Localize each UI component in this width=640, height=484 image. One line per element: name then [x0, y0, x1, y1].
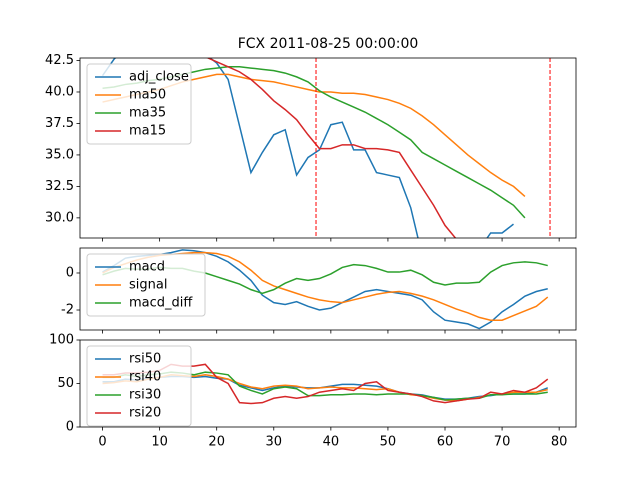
- line-series: [206, 58, 457, 238]
- legend-label: macd: [129, 260, 165, 275]
- legend-label: ma50: [129, 88, 166, 103]
- legend-box: [86, 345, 192, 427]
- y-tick-label: 42.5: [45, 53, 74, 68]
- legend-label: ma15: [129, 124, 166, 139]
- x-tick-label: 50: [380, 435, 397, 450]
- axes-frame: [79, 247, 577, 331]
- x-tick-label: 10: [151, 435, 168, 450]
- chart-title: FCX 2011-08-25 00:00:00: [238, 36, 419, 52]
- y-tick-label: 0: [66, 265, 74, 280]
- legend-label: adj_close: [129, 70, 189, 85]
- y-tick-label: 0: [66, 420, 74, 435]
- line-series: [101, 58, 514, 238]
- axes-frame: [79, 57, 577, 239]
- legend-label: rsi50: [129, 352, 161, 367]
- legend-label: signal: [129, 278, 167, 293]
- y-tick-label: 100: [49, 333, 74, 348]
- y-tick-label: 50: [57, 376, 74, 391]
- x-tick-label: 60: [437, 435, 454, 450]
- legend-label: ma35: [129, 106, 166, 121]
- y-tick-label: 37.5: [45, 116, 74, 131]
- y-tick-label: 35.0: [45, 147, 74, 162]
- legend-box: [86, 253, 206, 317]
- x-tick-label: 30: [266, 435, 283, 450]
- legend-label: rsi40: [129, 370, 161, 385]
- x-tick-label: 20: [208, 435, 225, 450]
- y-tick-label: 30.0: [45, 210, 74, 225]
- y-tick-label: 40.0: [45, 84, 74, 99]
- legend-label: macd_diff: [129, 296, 193, 311]
- legend-label: rsi30: [129, 388, 161, 403]
- x-tick-label: 70: [494, 435, 511, 450]
- y-tick-label: -2: [61, 303, 74, 318]
- x-tick-label: 0: [98, 435, 106, 450]
- x-tick-label: 80: [551, 435, 568, 450]
- legend-label: rsi20: [129, 406, 161, 421]
- y-tick-label: 32.5: [45, 179, 74, 194]
- x-tick-label: 40: [323, 435, 340, 450]
- line-series: [102, 249, 548, 330]
- legend-box: [86, 63, 192, 145]
